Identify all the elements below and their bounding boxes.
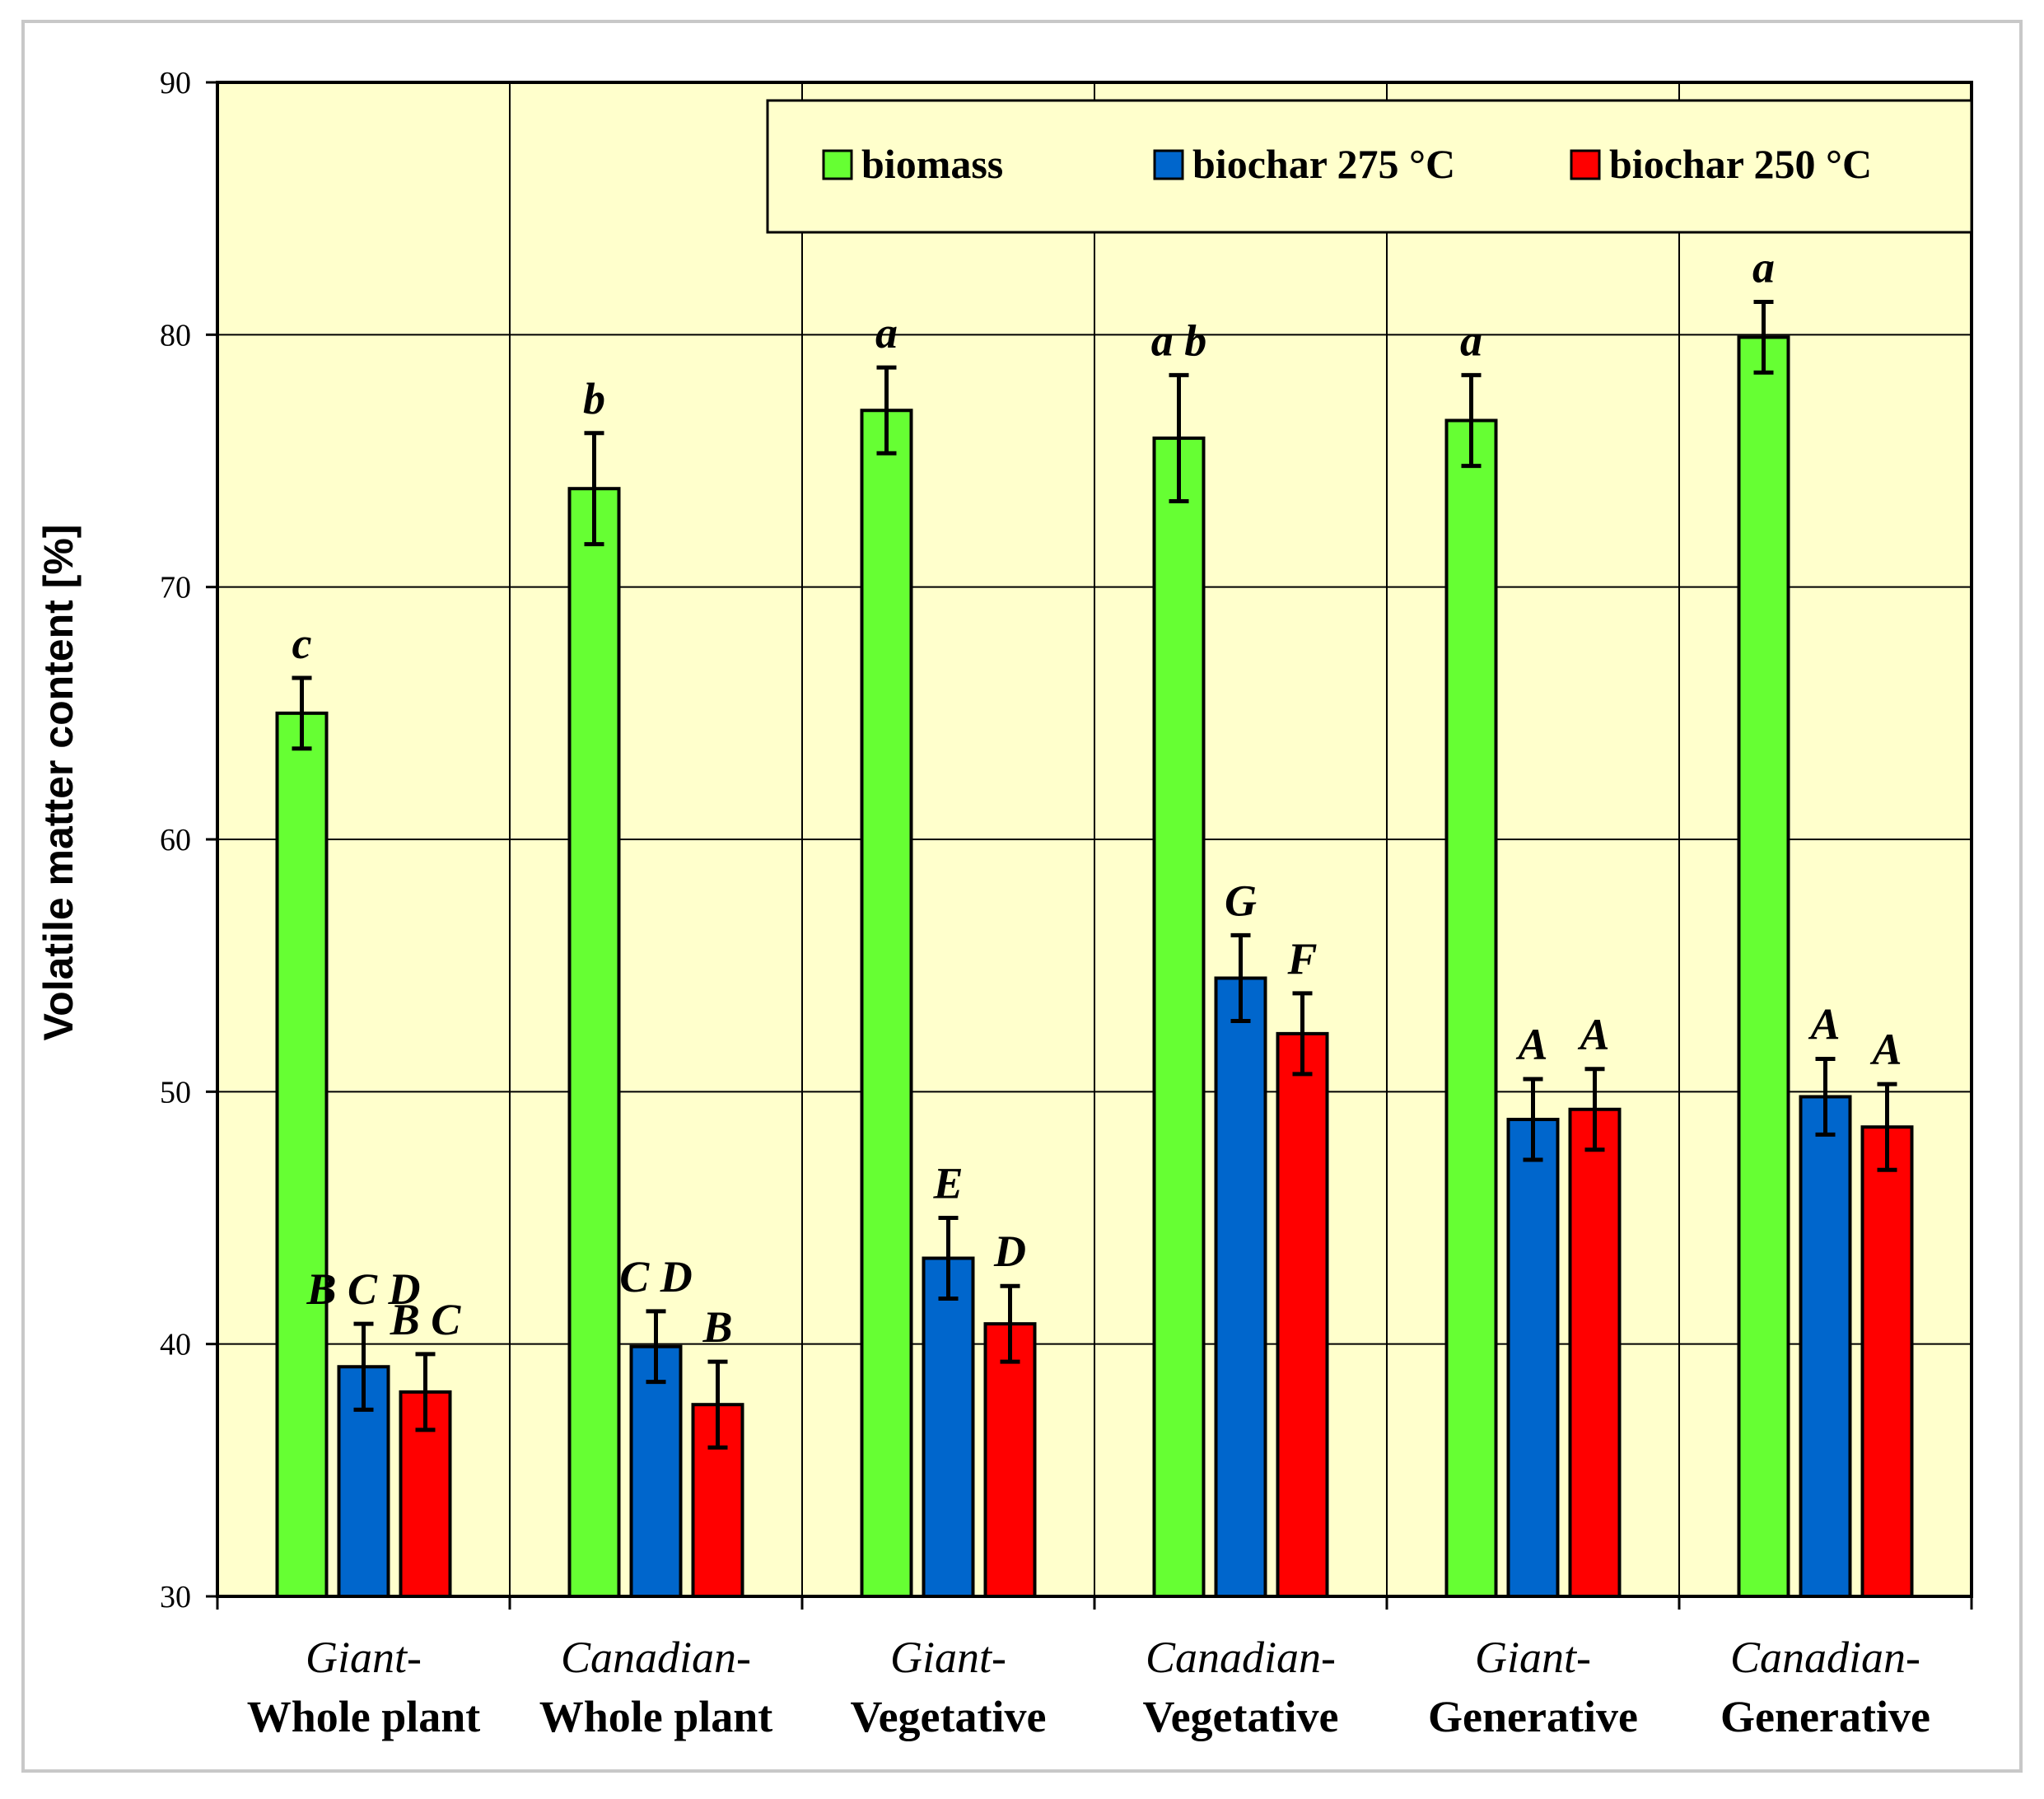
bar-biomass- [860, 409, 913, 1599]
bar-biomass- [1737, 335, 1790, 1599]
legend-label: biomass [861, 141, 1003, 187]
x-category-label-line1: Canadian- [1730, 1633, 1920, 1682]
y-axis-label: Volatile matter content [%] [35, 525, 82, 1041]
legend-label: biochar 275 °C [1192, 141, 1455, 187]
y-tick-label: 30 [160, 1580, 191, 1614]
significance-label: a b [1151, 315, 1207, 365]
legend-box [766, 99, 1973, 234]
significance-label: a [1460, 315, 1482, 365]
significance-label: A [1515, 1020, 1547, 1069]
x-category-labels: Giant- Whole plant Canadian- Whole plant Gia… [247, 1633, 1930, 1741]
x-category-label-line2: Vegetative [851, 1692, 1047, 1741]
bar-biomass- [567, 487, 621, 1598]
bar-biochar-250 [1276, 1031, 1329, 1599]
x-category-label-line1: Giant- [306, 1633, 422, 1682]
y-tick-label: 50 [160, 1075, 191, 1110]
legend-swatch [1153, 149, 1184, 180]
bar-biochar-275 [629, 1344, 683, 1598]
bar-biomass- [1152, 436, 1206, 1598]
axes [206, 81, 1973, 1610]
significance-label: A [1577, 1010, 1609, 1059]
significance-label: b [583, 374, 605, 423]
bar-biochar-250 [1860, 1125, 1914, 1598]
x-category-label-line2: Whole plant [247, 1692, 481, 1741]
significance-label: a [1752, 243, 1775, 292]
x-category-label-line1: Canadian- [561, 1633, 751, 1682]
significance-label: B [702, 1302, 732, 1352]
y-tick-label: 60 [160, 823, 191, 857]
significance-label: G [1225, 876, 1257, 925]
significance-label: B C D [306, 1264, 420, 1314]
legend-swatch [1570, 149, 1601, 180]
legend-label: biochar 250 °C [1609, 141, 1872, 187]
bar-biochar-275 [1506, 1118, 1560, 1598]
significance-label: B C [390, 1295, 462, 1344]
x-category-label-line2: Vegetative [1143, 1692, 1339, 1741]
y-tick-labels: 30 40 50 60 70 80 90 [160, 66, 191, 1614]
significance-label: F [1286, 934, 1317, 984]
bar-biochar-250 [1568, 1107, 1622, 1598]
x-category-label-line2: Generative [1428, 1692, 1638, 1741]
significance-label: C D [619, 1252, 693, 1301]
bar-biochar-275 [922, 1256, 975, 1598]
significance-label: A [1808, 1000, 1840, 1049]
bar-biomass- [1444, 418, 1498, 1598]
significance-label: E [932, 1159, 963, 1208]
legend-swatch [822, 149, 853, 180]
significance-label: c [292, 619, 312, 668]
y-tick-label: 90 [160, 66, 191, 100]
y-tick-label: 40 [160, 1328, 191, 1362]
significance-label: a [875, 308, 898, 357]
bar-biochar-275 [1799, 1095, 1852, 1598]
y-tick-label: 80 [160, 318, 191, 353]
bar-biochar-250 [691, 1403, 744, 1598]
bar-biomass- [275, 711, 329, 1598]
error-bar-group [292, 300, 1897, 1450]
x-category-label-line1: Canadian- [1146, 1633, 1336, 1682]
bar-group [275, 335, 1914, 1599]
x-category-label-line2: Whole plant [539, 1692, 773, 1741]
legend: biomass biochar 275 °C biochar 250 °C [766, 99, 1973, 234]
significance-label: D [993, 1227, 1026, 1276]
x-category-label-line1: Giant- [890, 1633, 1006, 1682]
y-tick-label: 70 [160, 571, 191, 605]
bar-biochar-275 [1214, 976, 1267, 1598]
x-category-label-line2: Generative [1720, 1692, 1930, 1741]
x-category-label-line1: Giant- [1475, 1633, 1591, 1682]
significance-label: A [1869, 1025, 1902, 1074]
bar-biochar-250 [983, 1322, 1037, 1599]
